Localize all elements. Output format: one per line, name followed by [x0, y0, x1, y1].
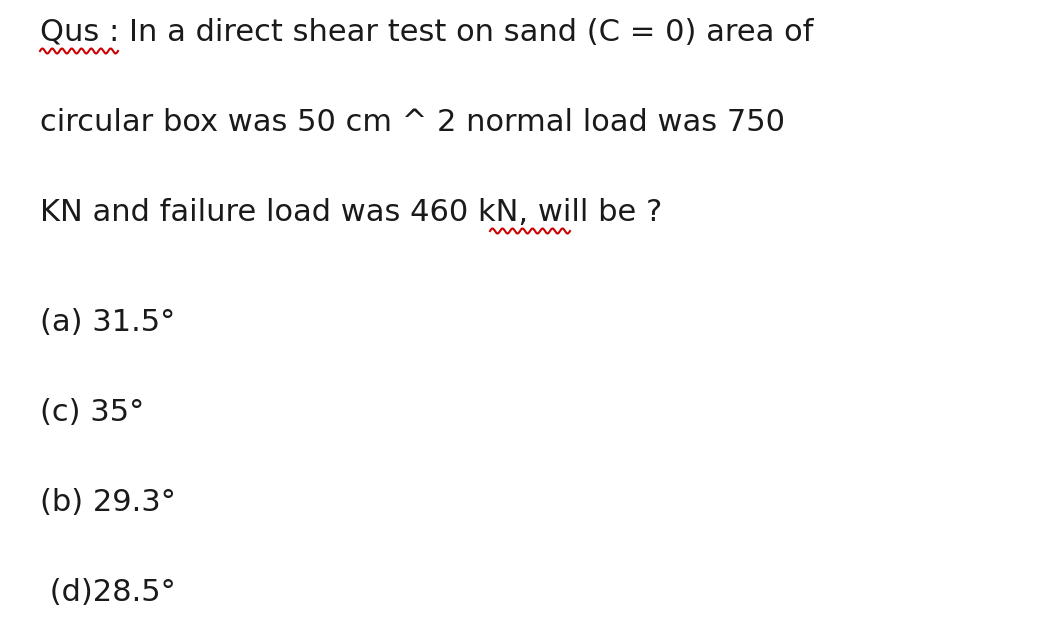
Text: (a) 31.5°: (a) 31.5° [40, 308, 175, 337]
Text: KN and failure load was 460 kN, will be ?: KN and failure load was 460 kN, will be … [40, 198, 662, 227]
Text: Qus : In a direct shear test on sand (C = 0) area of: Qus : In a direct shear test on sand (C … [40, 18, 813, 47]
Text: circular box was 50 cm ^ 2 normal load was 750: circular box was 50 cm ^ 2 normal load w… [40, 108, 785, 137]
Text: (c) 35°: (c) 35° [40, 398, 144, 427]
Text: (d)28.5°: (d)28.5° [40, 578, 175, 607]
Text: (b) 29.3°: (b) 29.3° [40, 488, 175, 517]
